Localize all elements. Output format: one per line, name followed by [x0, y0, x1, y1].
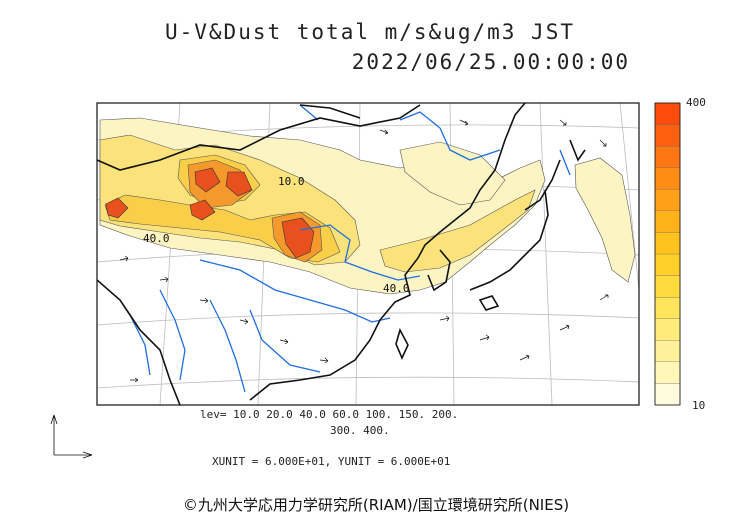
colorbar-swatch — [654, 340, 681, 363]
wind-vectors — [119, 119, 609, 383]
contour-label-40-east: 40.0 — [383, 282, 410, 295]
contour-label-40-west: 40.0 — [143, 232, 170, 245]
colorbar-swatch — [654, 102, 681, 125]
dust-peak-east — [281, 217, 315, 259]
colorbar-swatch — [654, 189, 681, 212]
colorbar-swatch — [654, 296, 681, 319]
coastlines-and-borders — [97, 103, 586, 405]
colorbar-swatch — [654, 210, 681, 233]
copyright-credit: ©九州大学応用力学研究所(RIAM)/国立環境研究所(NIES) — [182, 496, 570, 514]
vector-unit-scale: XUNIT = 6.000E+01, YUNIT = 6.000E+01 — [212, 455, 451, 468]
chart-title: U-V&Dust total m/s&ug/m3 JST — [164, 20, 575, 44]
colorbar-swatch — [654, 167, 681, 190]
colorbar-swatch — [654, 232, 681, 255]
colorbar-min-label: 10 — [692, 399, 706, 412]
contour-levels-line1: lev= 10.0 20.0 40.0 60.0 100. 150. 200. — [200, 408, 459, 421]
colorbar-max-label: 400 — [686, 96, 706, 109]
colorbar-swatch — [654, 124, 681, 147]
contour-label-10: 10.0 — [278, 175, 305, 188]
dust-peak-mid — [189, 199, 216, 221]
reference-vector-axes — [50, 414, 93, 459]
contour-levels-line2: 300. 400. — [330, 424, 390, 437]
dust-concentration-fill — [99, 117, 636, 295]
dust-peak-north-a — [194, 167, 221, 193]
colorbar-swatch — [654, 318, 681, 341]
colorbar-swatch — [654, 361, 681, 384]
chart-datetime: 2022/06/25.00:00:00 — [351, 50, 630, 74]
dust-peak-west — [105, 197, 129, 219]
colorbar-swatch — [654, 145, 681, 168]
rivers — [129, 104, 571, 393]
colorbar-swatch — [654, 275, 681, 298]
colorbar-frame — [654, 102, 681, 406]
map-frame — [96, 102, 640, 406]
dust-zone-medium-band — [379, 189, 536, 273]
dust-zone-light-pacific — [574, 157, 636, 283]
colorbar — [654, 102, 681, 406]
colorbar-swatch — [654, 383, 681, 406]
colorbar-swatch — [654, 253, 681, 276]
dust-peak-north-b — [225, 171, 253, 197]
